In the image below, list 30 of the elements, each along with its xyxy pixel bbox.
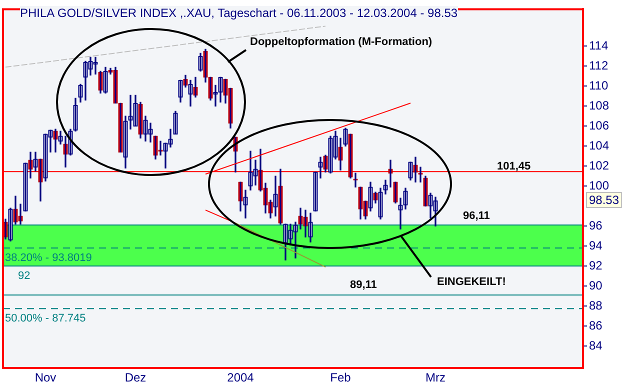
y-tick-label: 92 [589, 258, 603, 272]
y-tick-label: 104 [589, 138, 610, 152]
y-tick-label: 94 [589, 238, 603, 252]
annotation: 38.20% - 93.8019 [5, 252, 92, 264]
annotation: EINGEKEILT! [437, 276, 506, 288]
y-tick-label: 110 [589, 78, 608, 92]
y-tick-label: 102 [589, 158, 610, 172]
ref-line-label: 92 [18, 270, 30, 282]
annotation: 50.00% - 87.745 [5, 312, 86, 325]
y-tick-label: 84 [589, 338, 603, 352]
y-tick-label: 96 [589, 218, 603, 232]
y-tick-label: 106 [589, 118, 610, 132]
ref-line-label: 101,45 [497, 160, 531, 173]
text: 98.53 [586, 192, 622, 208]
annotation: Doppeltopformation (M-Formation) [250, 36, 432, 48]
y-tick-label: 100 [589, 178, 610, 192]
ref-line-label: 96,11 [463, 210, 490, 222]
chart-title: PHILA GOLD/SILVER INDEX ,.XAU, Tageschart - 06.11.2003 - 12.03.2004 - 98.53 [20, 6, 458, 20]
x-tick-label: Mrz [426, 370, 446, 385]
x-tick-label: Dez [124, 370, 146, 385]
x-tick-label: Feb [330, 370, 352, 385]
y-tick-label: 108 [589, 98, 610, 112]
x-tick-label: 2004 [227, 370, 254, 385]
y-tick-label: 90 [589, 278, 603, 292]
ref-line-label: 89,11 [350, 278, 377, 291]
y-tick-label: 88 [589, 298, 603, 312]
y-tick-label: 114 [589, 38, 608, 52]
y-tick-label: 86 [589, 318, 603, 332]
x-tick-label: Nov [34, 370, 56, 385]
y-tick-label: 112 [589, 58, 608, 72]
